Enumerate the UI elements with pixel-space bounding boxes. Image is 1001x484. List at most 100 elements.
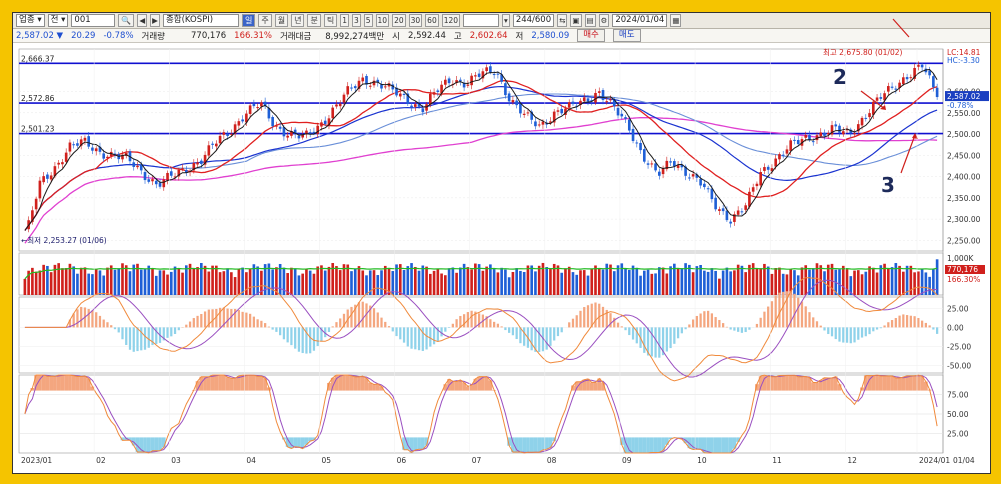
candle-body	[267, 107, 271, 119]
macd-histogram-bar	[68, 319, 72, 328]
period-select[interactable]: 전 ▾	[47, 14, 69, 27]
volume-value: 770,176	[191, 30, 227, 41]
code-input[interactable]: 001	[71, 14, 116, 27]
macd-histogram-bar	[267, 326, 271, 328]
prev-arrow-icon[interactable]: ◀	[137, 14, 148, 27]
macd-histogram-bar	[658, 327, 661, 358]
macd-histogram-bar	[898, 315, 901, 328]
volume-bar	[124, 265, 128, 295]
stoch-fill-high	[901, 377, 906, 391]
stoch-fill-high	[259, 376, 264, 391]
candle-body	[121, 154, 124, 160]
macd-histogram-bar	[688, 324, 691, 328]
interval-30[interactable]: 30	[408, 14, 423, 27]
amount-value: 8,992,274백만	[325, 31, 385, 42]
candle-body	[785, 149, 789, 154]
macd-histogram-bar	[76, 309, 79, 328]
stoch-fill-high	[597, 378, 602, 391]
stoch-fill-low	[289, 437, 294, 449]
volume-bar	[932, 269, 935, 295]
tab-year[interactable]: 년	[291, 14, 305, 27]
candle-body	[612, 99, 616, 107]
save-icon[interactable]: ▤	[584, 14, 596, 27]
category-select[interactable]: 업종 ▾	[16, 14, 45, 27]
macd-histogram-bar	[196, 315, 199, 328]
interval-10[interactable]: 10	[375, 14, 390, 27]
interval-1[interactable]: 1	[340, 14, 349, 27]
macd-histogram-bar	[812, 317, 815, 328]
stoch-fill-low	[507, 437, 512, 446]
stoch-fill-high	[56, 375, 61, 391]
stoch-fill-high	[882, 375, 887, 391]
volume-bar	[898, 265, 901, 295]
volume-bar	[609, 264, 612, 295]
candle-body	[853, 133, 856, 135]
candle-body	[917, 64, 920, 67]
candle-body	[98, 146, 102, 152]
interval-5[interactable]: 5	[363, 14, 373, 27]
volume-bar	[46, 265, 49, 295]
candle-body	[793, 139, 796, 141]
candle-body	[639, 142, 642, 151]
macd-histogram-bar	[301, 327, 304, 354]
macd-histogram-bar	[342, 313, 346, 328]
volume-bar	[748, 264, 751, 295]
buy-button[interactable]: 매수	[577, 29, 605, 42]
annotation-mark-3: 3	[881, 173, 895, 197]
macd-histogram-bar	[237, 310, 240, 328]
stoch-fill-high	[244, 375, 249, 391]
macd-histogram-bar	[515, 327, 518, 340]
tab-month[interactable]: 월	[274, 14, 289, 27]
candle-body	[913, 67, 916, 79]
window-icon[interactable]: ▣	[570, 14, 582, 27]
stoch-fill-high	[240, 375, 245, 391]
gear-icon[interactable]: ⚙	[598, 14, 610, 27]
macd-histogram-bar	[635, 327, 638, 344]
volume-bar	[211, 265, 214, 295]
volume-bar	[248, 268, 252, 295]
volume-bar	[789, 269, 793, 295]
search-icon[interactable]: 🔍	[118, 14, 135, 27]
stock-chart[interactable]: 2,600.002,550.002,500.002,450.002,400.00…	[13, 13, 990, 473]
count-field[interactable]: 244/600	[512, 14, 555, 27]
stoch-fill-high	[375, 383, 380, 391]
stoch-fill-low	[161, 437, 166, 448]
tab-week[interactable]: 주	[258, 14, 272, 27]
candle-body	[350, 87, 353, 89]
y-tick-label: 2,500.00	[947, 130, 981, 139]
custom-interval-input[interactable]	[463, 14, 500, 27]
candle-body	[830, 125, 834, 135]
sell-button[interactable]: 매도	[612, 29, 641, 42]
candle-body	[248, 105, 252, 114]
volume-bar	[61, 268, 64, 295]
candle-body	[556, 110, 560, 112]
candle-body	[282, 127, 286, 137]
macd-histogram-bar	[913, 316, 916, 328]
tab-minute[interactable]: 분	[307, 14, 321, 27]
volume-bar	[338, 270, 342, 295]
interval-120[interactable]: 120	[441, 14, 461, 27]
volume-bar	[188, 263, 192, 295]
stoch-fill-low	[649, 437, 654, 453]
interval-20[interactable]: 20	[392, 14, 406, 27]
calendar-icon[interactable]: ▦	[670, 14, 682, 27]
volume-bar	[710, 268, 714, 295]
zoom-icon[interactable]: ⇆	[557, 14, 568, 27]
tab-tick[interactable]: 틱	[323, 14, 338, 27]
volume-bar	[744, 272, 747, 295]
stoch-fill-high	[837, 384, 842, 391]
candle-body	[770, 168, 774, 172]
next-arrow-icon[interactable]: ▶	[150, 14, 160, 27]
volume-bar	[781, 273, 785, 295]
stoch-tick-label: 75.00	[947, 391, 969, 400]
stoch-fill-low	[728, 437, 733, 453]
dropdown-icon[interactable]: ▾	[502, 14, 510, 27]
candle-body	[680, 164, 684, 168]
candle-body	[42, 176, 45, 183]
interval-60[interactable]: 60	[425, 14, 439, 27]
interval-3[interactable]: 3	[351, 14, 361, 27]
date-field[interactable]: 2024/01/04	[612, 14, 668, 27]
macd-signal-line	[24, 279, 938, 378]
volume-bar	[42, 264, 45, 295]
tab-day[interactable]: 일	[241, 14, 256, 27]
